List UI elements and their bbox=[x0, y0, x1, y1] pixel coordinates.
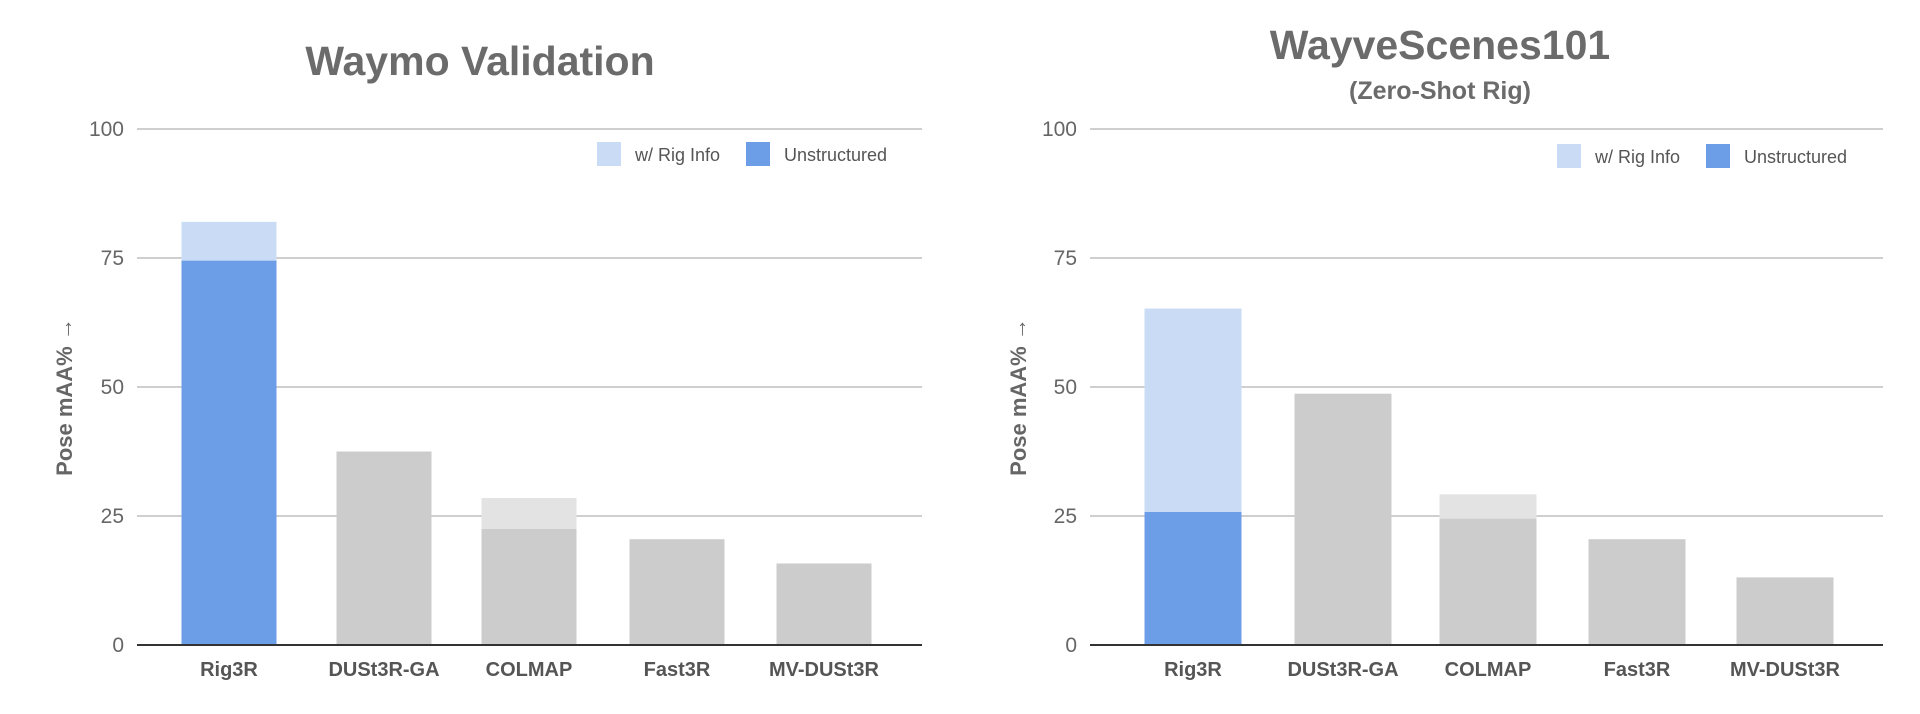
bar-unstructured bbox=[1736, 577, 1834, 645]
chart-plot-area: 0 25 50 75 100 Rig3R DUSt3R-GA COLMAP Fast3R MV-D… bbox=[52, 118, 922, 681]
bar-rig-info bbox=[481, 497, 577, 529]
x-category-label: COLMAP bbox=[1445, 659, 1532, 681]
chart-title: Waymo Validation bbox=[305, 38, 655, 84]
bar-unstructured bbox=[1144, 511, 1242, 645]
legend-swatch bbox=[1706, 144, 1730, 168]
x-category-label: Rig3R bbox=[200, 659, 258, 681]
bar-rig-info bbox=[181, 221, 277, 261]
y-tick-label: 25 bbox=[1054, 505, 1077, 528]
x-category-label: MV-DUSt3R bbox=[769, 659, 880, 681]
x-category-label: MV-DUSt3R bbox=[1730, 659, 1841, 681]
y-tick-label: 50 bbox=[101, 376, 124, 399]
y-tick-label: 0 bbox=[1065, 634, 1077, 657]
chart-plot-area: 0 25 50 75 100 Rig3R DUSt3R-GA COLMAP Fast3R MV-D… bbox=[1006, 118, 1883, 681]
y-tick-label: 50 bbox=[1054, 376, 1077, 399]
legend-swatch bbox=[597, 142, 621, 166]
bar-rig-info bbox=[1144, 308, 1242, 512]
bar-unstructured bbox=[181, 260, 277, 645]
bar-unstructured bbox=[336, 451, 432, 645]
x-category-label: Rig3R bbox=[1164, 659, 1222, 681]
chart-title: WayveScenes101 bbox=[1269, 22, 1611, 68]
bar-unstructured bbox=[629, 539, 725, 645]
x-category-label: COLMAP bbox=[486, 659, 573, 681]
legend-label: Unstructured bbox=[1744, 147, 1847, 167]
legend-label: w/ Rig Info bbox=[1594, 147, 1680, 167]
y-tick-label: 75 bbox=[101, 247, 124, 270]
legend-label: Unstructured bbox=[784, 145, 887, 165]
legend-swatch bbox=[746, 142, 770, 166]
x-category-label: Fast3R bbox=[644, 659, 711, 681]
bar-unstructured bbox=[1439, 518, 1537, 645]
y-tick-label: 100 bbox=[89, 118, 124, 141]
chart-subtitle: (Zero-Shot Rig) bbox=[1349, 77, 1531, 105]
x-category-label: DUSt3R-GA bbox=[1287, 659, 1398, 681]
bar-unstructured bbox=[481, 528, 577, 645]
y-tick-label: 25 bbox=[101, 505, 124, 528]
chart-waymo-validation: Waymo Validation 0 25 50 75 100 Rig3R DUSt3R-G… bbox=[52, 38, 922, 681]
x-category-label: Fast3R bbox=[1604, 659, 1671, 681]
bar-unstructured bbox=[776, 563, 872, 645]
x-category-label: DUSt3R-GA bbox=[328, 659, 439, 681]
y-axis-title: Pose mAA% → bbox=[52, 318, 77, 476]
bar-unstructured bbox=[1588, 539, 1686, 645]
y-tick-label: 75 bbox=[1054, 247, 1077, 270]
y-tick-label: 0 bbox=[112, 634, 124, 657]
legend-label: w/ Rig Info bbox=[634, 145, 720, 165]
y-axis-title: Pose mAA% → bbox=[1006, 318, 1031, 476]
bar-rig-info bbox=[1439, 494, 1537, 519]
bar-unstructured bbox=[1294, 393, 1392, 645]
legend-swatch bbox=[1557, 144, 1581, 168]
chart-wayvescenes101: WayveScenes101 (Zero-Shot Rig) 0 25 50 75 10… bbox=[960, 0, 1920, 714]
y-tick-label: 100 bbox=[1042, 118, 1077, 141]
